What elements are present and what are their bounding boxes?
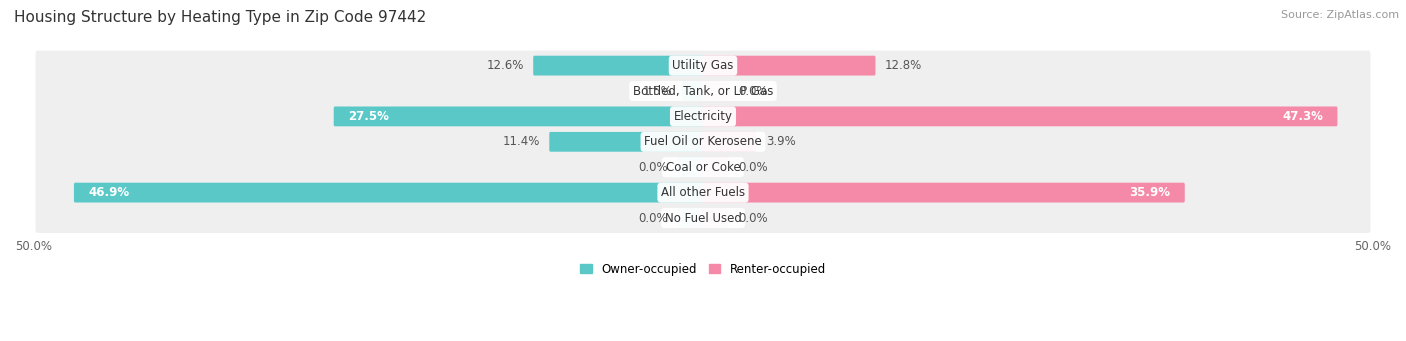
FancyBboxPatch shape <box>682 81 704 101</box>
FancyBboxPatch shape <box>702 106 1337 126</box>
FancyBboxPatch shape <box>702 56 876 75</box>
Text: Utility Gas: Utility Gas <box>672 59 734 72</box>
Text: Coal or Coke: Coal or Coke <box>665 161 741 174</box>
FancyBboxPatch shape <box>702 183 1185 203</box>
Text: 0.0%: 0.0% <box>638 161 668 174</box>
Text: Bottled, Tank, or LP Gas: Bottled, Tank, or LP Gas <box>633 85 773 98</box>
FancyBboxPatch shape <box>702 81 728 101</box>
FancyBboxPatch shape <box>35 178 1371 208</box>
Text: Source: ZipAtlas.com: Source: ZipAtlas.com <box>1281 10 1399 20</box>
Text: 1.5%: 1.5% <box>643 85 672 98</box>
Text: Housing Structure by Heating Type in Zip Code 97442: Housing Structure by Heating Type in Zip… <box>14 10 426 25</box>
FancyBboxPatch shape <box>35 203 1371 233</box>
FancyBboxPatch shape <box>533 56 704 75</box>
Text: Fuel Oil or Kerosene: Fuel Oil or Kerosene <box>644 135 762 148</box>
FancyBboxPatch shape <box>75 183 704 203</box>
Text: 27.5%: 27.5% <box>349 110 389 123</box>
Text: 35.9%: 35.9% <box>1129 186 1170 199</box>
FancyBboxPatch shape <box>550 132 704 152</box>
Text: 46.9%: 46.9% <box>89 186 129 199</box>
FancyBboxPatch shape <box>35 50 1371 80</box>
FancyBboxPatch shape <box>35 127 1371 157</box>
FancyBboxPatch shape <box>678 157 704 177</box>
Text: 3.9%: 3.9% <box>766 135 796 148</box>
Text: 11.4%: 11.4% <box>502 135 540 148</box>
FancyBboxPatch shape <box>35 152 1371 182</box>
FancyBboxPatch shape <box>35 101 1371 131</box>
Text: No Fuel Used: No Fuel Used <box>665 211 741 224</box>
FancyBboxPatch shape <box>702 132 756 152</box>
FancyBboxPatch shape <box>702 208 728 228</box>
Text: 0.0%: 0.0% <box>738 161 768 174</box>
Text: 12.6%: 12.6% <box>486 59 523 72</box>
Text: Electricity: Electricity <box>673 110 733 123</box>
Text: All other Fuels: All other Fuels <box>661 186 745 199</box>
Text: 0.0%: 0.0% <box>638 211 668 224</box>
FancyBboxPatch shape <box>702 157 728 177</box>
Text: 47.3%: 47.3% <box>1282 110 1323 123</box>
Text: 0.0%: 0.0% <box>738 85 768 98</box>
Legend: Owner-occupied, Renter-occupied: Owner-occupied, Renter-occupied <box>575 258 831 281</box>
FancyBboxPatch shape <box>35 76 1371 106</box>
Text: 12.8%: 12.8% <box>886 59 922 72</box>
FancyBboxPatch shape <box>333 106 704 126</box>
Text: 0.0%: 0.0% <box>738 211 768 224</box>
FancyBboxPatch shape <box>678 208 704 228</box>
